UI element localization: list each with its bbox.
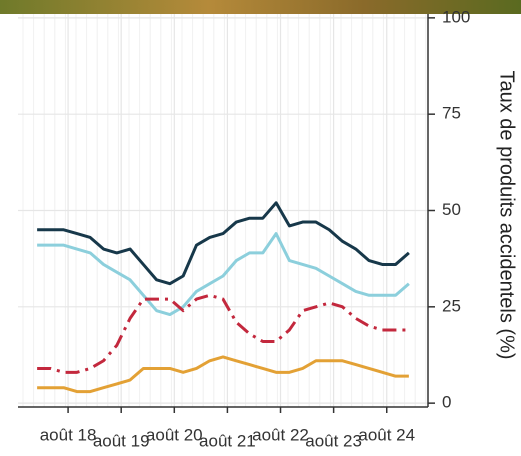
x-tick-label: août 20 bbox=[146, 425, 203, 444]
y-axis-label: Taux de produits accidentels (%) bbox=[496, 70, 518, 359]
header-photo bbox=[0, 0, 521, 14]
y-tick-label: 50 bbox=[442, 200, 461, 219]
series-line bbox=[37, 232, 410, 317]
x-tick-label: août 22 bbox=[252, 425, 309, 444]
x-tick-label: août 23 bbox=[305, 431, 362, 450]
x-tick-label: août 19 bbox=[93, 431, 150, 450]
x-tick-label: août 21 bbox=[199, 431, 256, 450]
y-tick-label: 100 bbox=[442, 7, 470, 26]
series-line bbox=[37, 201, 410, 286]
x-tick-label: août 24 bbox=[358, 425, 415, 444]
y-tick-label: 75 bbox=[442, 104, 461, 123]
series-line bbox=[37, 355, 409, 394]
y-tick-label: 25 bbox=[442, 296, 461, 315]
series-line bbox=[37, 293, 409, 374]
y-tick-label: 0 bbox=[442, 393, 451, 412]
x-tick-label: août 18 bbox=[40, 425, 97, 444]
